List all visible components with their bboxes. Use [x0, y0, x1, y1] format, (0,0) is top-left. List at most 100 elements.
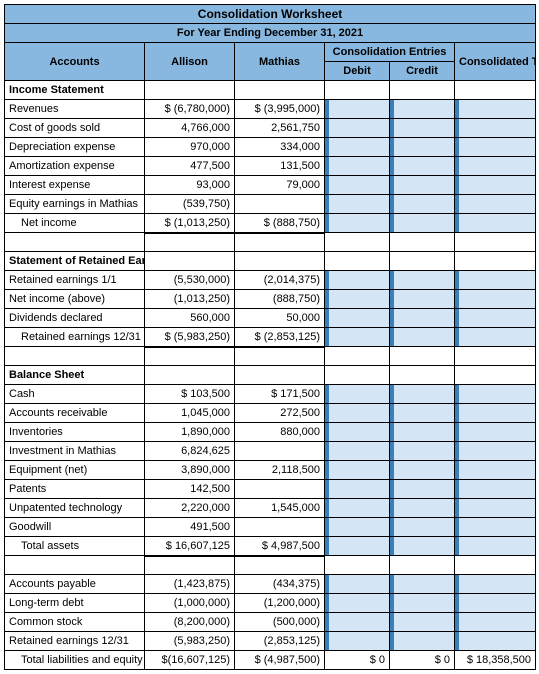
cell-mathias: $ (4,987,500) — [235, 651, 325, 670]
cell-allison: (1,013,250) — [145, 290, 235, 309]
header-row-1: Accounts Allison Mathias Consolidation E… — [5, 43, 536, 62]
cell-mathias: 880,000 — [235, 423, 325, 442]
cell-mathias: (434,375) — [235, 575, 325, 594]
cell-mathias: (2,014,375) — [235, 271, 325, 290]
worksheet-title: Consolidation Worksheet — [5, 5, 536, 24]
cell-allison: (5,530,000) — [145, 271, 235, 290]
row-amort: Amortization expense 477,500 131,500 — [5, 157, 536, 176]
row-ar: Accounts receivable 1,045,000 272,500 — [5, 404, 536, 423]
row-goodwill: Goodwill 491,500 — [5, 518, 536, 537]
cell-mathias — [235, 518, 325, 537]
cell-allison: (8,200,000) — [145, 613, 235, 632]
col-credit: Credit — [390, 62, 455, 81]
cell-label: Cost of goods sold — [5, 119, 145, 138]
row-total-assets: Total assets $ 16,607,125 $ 4,987,500 — [5, 537, 536, 556]
cell-label: Total assets — [5, 537, 145, 556]
cell-allison: 3,890,000 — [145, 461, 235, 480]
cell-label: Equity earnings in Mathias — [5, 195, 145, 214]
cell-allison: (1,000,000) — [145, 594, 235, 613]
row-spacer — [5, 233, 536, 252]
cell-allison: 6,824,625 — [145, 442, 235, 461]
worksheet-subtitle: For Year Ending December 31, 2021 — [5, 24, 536, 43]
cell-mathias — [235, 195, 325, 214]
col-accounts: Accounts — [5, 43, 145, 81]
cell-mathias: 272,500 — [235, 404, 325, 423]
row-equip: Equipment (net) 3,890,000 2,118,500 — [5, 461, 536, 480]
cell-mathias: (2,853,125) — [235, 632, 325, 651]
col-debit: Debit — [325, 62, 390, 81]
section-label: Income Statement — [5, 81, 145, 100]
cell-mathias: $ 171,500 — [235, 385, 325, 404]
row-patents: Patents 142,500 — [5, 480, 536, 499]
row-inv-mathias: Investment in Mathias 6,824,625 — [5, 442, 536, 461]
cell-label: Patents — [5, 480, 145, 499]
cell-allison: 970,000 — [145, 138, 235, 157]
row-dividends: Dividends declared 560,000 50,000 — [5, 309, 536, 328]
cell-label: Inventories — [5, 423, 145, 442]
section-income-statement: Income Statement — [5, 81, 536, 100]
col-mathias: Mathias — [235, 43, 325, 81]
subtitle-row: For Year Ending December 31, 2021 — [5, 24, 536, 43]
cell-mathias: 2,561,750 — [235, 119, 325, 138]
cell-mathias: 1,545,000 — [235, 499, 325, 518]
cell-label: Net income (above) — [5, 290, 145, 309]
cell-allison: 477,500 — [145, 157, 235, 176]
cell-label: Total liabilities and equity — [5, 651, 145, 670]
cell-allison: (539,750) — [145, 195, 235, 214]
section-label: Balance Sheet — [5, 366, 145, 385]
col-consolidated-totals: Consolidated Totals — [455, 43, 536, 81]
cell-mathias: 131,500 — [235, 157, 325, 176]
col-consolidation-entries: Consolidation Entries — [325, 43, 455, 62]
cell-label: Unpatented technology — [5, 499, 145, 518]
row-cash: Cash $ 103,500 $ 171,500 — [5, 385, 536, 404]
cell-label: Equipment (net) — [5, 461, 145, 480]
cell-mathias: $ (3,995,000) — [235, 100, 325, 119]
cell-mathias: $ (2,853,125) — [235, 328, 325, 347]
section-balance-sheet: Balance Sheet — [5, 366, 536, 385]
cell-label: Accounts payable — [5, 575, 145, 594]
title-row: Consolidation Worksheet — [5, 5, 536, 24]
row-spacer — [5, 347, 536, 366]
cell-mathias — [235, 480, 325, 499]
cell-allison: $ (6,780,000) — [145, 100, 235, 119]
cell-allison: 4,766,000 — [145, 119, 235, 138]
row-depr: Depreciation expense 970,000 334,000 — [5, 138, 536, 157]
cell-mathias: (1,200,000) — [235, 594, 325, 613]
cell-allison: 1,890,000 — [145, 423, 235, 442]
row-net-income: Net income $ (1,013,250) $ (888,750) — [5, 214, 536, 233]
cell-mathias: $ 4,987,500 — [235, 537, 325, 556]
cell-mathias: 50,000 — [235, 309, 325, 328]
row-ltd: Long-term debt (1,000,000) (1,200,000) — [5, 594, 536, 613]
row-cs: Common stock (8,200,000) (500,000) — [5, 613, 536, 632]
cell-label: Depreciation expense — [5, 138, 145, 157]
cell-allison: $ 16,607,125 — [145, 537, 235, 556]
cell-label: Dividends declared — [5, 309, 145, 328]
cell-mathias — [235, 442, 325, 461]
cell-mathias: 79,000 — [235, 176, 325, 195]
cell-debit: $ 0 — [330, 651, 390, 670]
cell-mathias: $ (888,750) — [235, 214, 325, 233]
col-allison: Allison — [145, 43, 235, 81]
row-re-1231: Retained earnings 12/31 $ (5,983,250) $ … — [5, 328, 536, 347]
cell-allison: $ (1,013,250) — [145, 214, 235, 233]
cell-allison: 491,500 — [145, 518, 235, 537]
consolidation-worksheet-table: Consolidation Worksheet For Year Ending … — [4, 4, 536, 670]
row-total-liab: Total liabilities and equity $(16,607,12… — [5, 651, 536, 670]
cell-allison: (1,423,875) — [145, 575, 235, 594]
cell-label: Common stock — [5, 613, 145, 632]
cell-allison: (5,983,250) — [145, 632, 235, 651]
cell-allison: $ 103,500 — [145, 385, 235, 404]
row-ap: Accounts payable (1,423,875) (434,375) — [5, 575, 536, 594]
cell-label: Retained earnings 12/31 — [5, 328, 145, 347]
cell-label: Interest expense — [5, 176, 145, 195]
cell-allison: 93,000 — [145, 176, 235, 195]
cell-label: Net income — [5, 214, 145, 233]
row-cogs: Cost of goods sold 4,766,000 2,561,750 — [5, 119, 536, 138]
section-retained-earnings: Statement of Retained Earnings — [5, 252, 536, 271]
cell-label: Investment in Mathias — [5, 442, 145, 461]
cell-label: Accounts receivable — [5, 404, 145, 423]
cell-label: Long-term debt — [5, 594, 145, 613]
row-equity-earn: Equity earnings in Mathias (539,750) — [5, 195, 536, 214]
cell-allison: 2,220,000 — [145, 499, 235, 518]
cell-allison: 560,000 — [145, 309, 235, 328]
